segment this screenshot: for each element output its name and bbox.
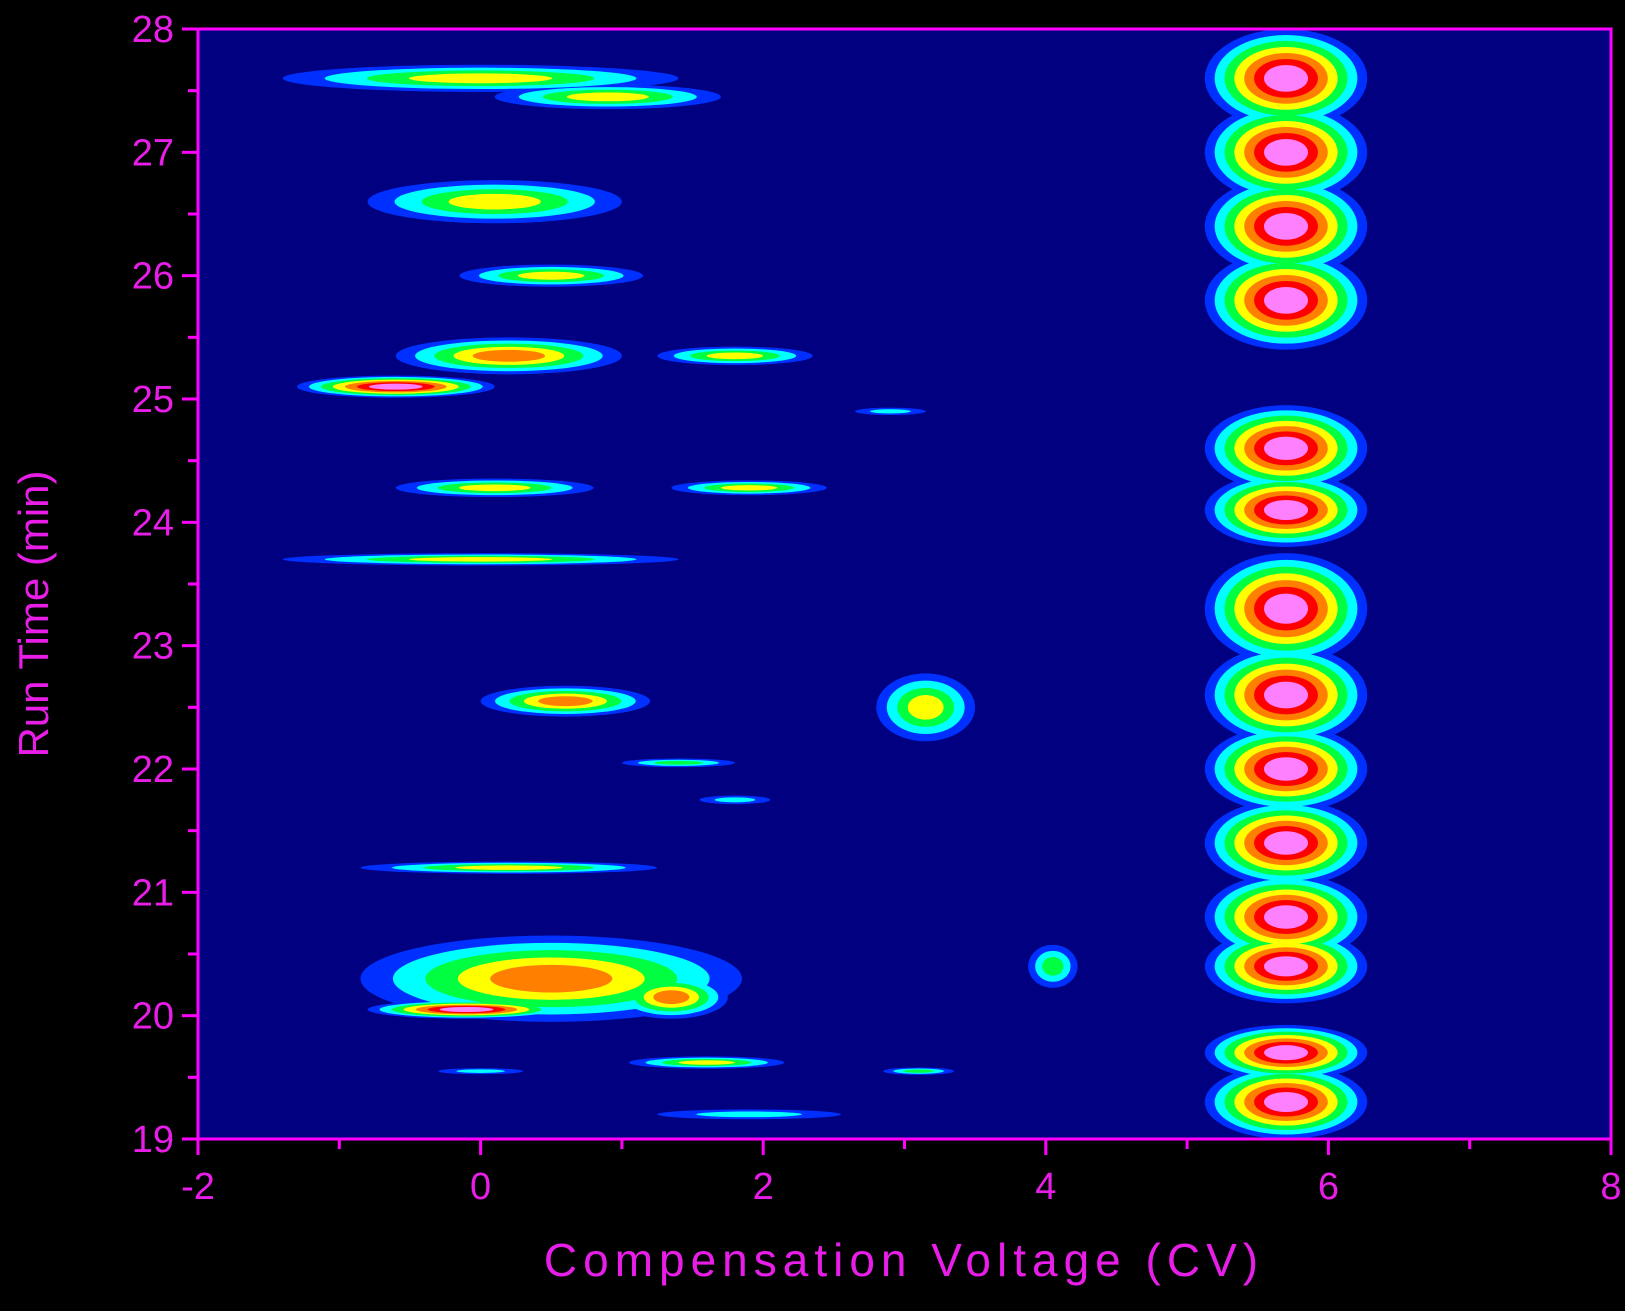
contour-level	[368, 383, 423, 390]
contour-level	[907, 695, 944, 720]
x-tick-label: 8	[1600, 1166, 1621, 1208]
x-tick-label: 2	[753, 1166, 774, 1208]
x-axis-label: Compensation Voltage (CV)	[544, 1234, 1264, 1286]
contour-level	[566, 92, 649, 102]
contour-level	[1263, 499, 1309, 521]
contour-level	[678, 1060, 735, 1065]
contour-level	[1263, 681, 1309, 709]
contour-level	[714, 797, 756, 803]
contour-level	[439, 1006, 494, 1013]
contour-level	[538, 696, 593, 707]
contour-level	[653, 760, 703, 765]
x-tick-label: 4	[1035, 1166, 1056, 1208]
contour-level	[1263, 831, 1309, 855]
contour-level	[408, 557, 553, 562]
contour-level	[1263, 436, 1309, 461]
contour-level	[458, 484, 531, 492]
y-axis-label: Run Time (min)	[10, 470, 57, 757]
contour-level	[490, 964, 613, 993]
y-tick-label: 28	[132, 9, 174, 51]
contour-level	[1263, 1091, 1309, 1113]
contour-level	[1263, 64, 1309, 92]
y-tick-label: 23	[132, 626, 174, 668]
y-tick-label: 19	[132, 1119, 174, 1161]
contour-level	[1263, 1045, 1309, 1061]
x-tick-label: -2	[181, 1166, 215, 1208]
contour-level	[1263, 286, 1309, 314]
contour-level	[1042, 956, 1064, 976]
y-tick-label: 27	[132, 132, 174, 174]
contour-level	[1263, 757, 1309, 781]
contour-level	[1263, 593, 1309, 624]
x-tick-label: 0	[470, 1166, 491, 1208]
contour-level	[870, 409, 911, 414]
contour-level	[455, 865, 563, 870]
y-tick-label: 26	[132, 256, 174, 298]
contour-level	[1263, 138, 1309, 166]
contour-level	[472, 349, 546, 362]
contour-level	[517, 271, 585, 280]
y-tick-label: 24	[132, 502, 174, 544]
contour-level	[653, 990, 690, 1005]
y-tick-label: 21	[132, 872, 174, 914]
contour-level	[408, 73, 553, 84]
y-tick-label: 25	[132, 379, 174, 421]
x-tick-label: 6	[1318, 1166, 1339, 1208]
contour-level	[706, 352, 764, 360]
contour-level	[696, 1111, 802, 1118]
contour-level	[720, 485, 778, 491]
contour-level	[1263, 956, 1309, 977]
contour-level	[456, 1069, 505, 1073]
contour-layer	[282, 29, 1368, 1139]
contour-level	[1263, 212, 1309, 240]
y-tick-label: 22	[132, 749, 174, 791]
contour-level	[448, 193, 541, 210]
y-tick-label: 20	[132, 996, 174, 1038]
contour-level	[903, 1069, 934, 1073]
contour-level	[1263, 905, 1309, 929]
